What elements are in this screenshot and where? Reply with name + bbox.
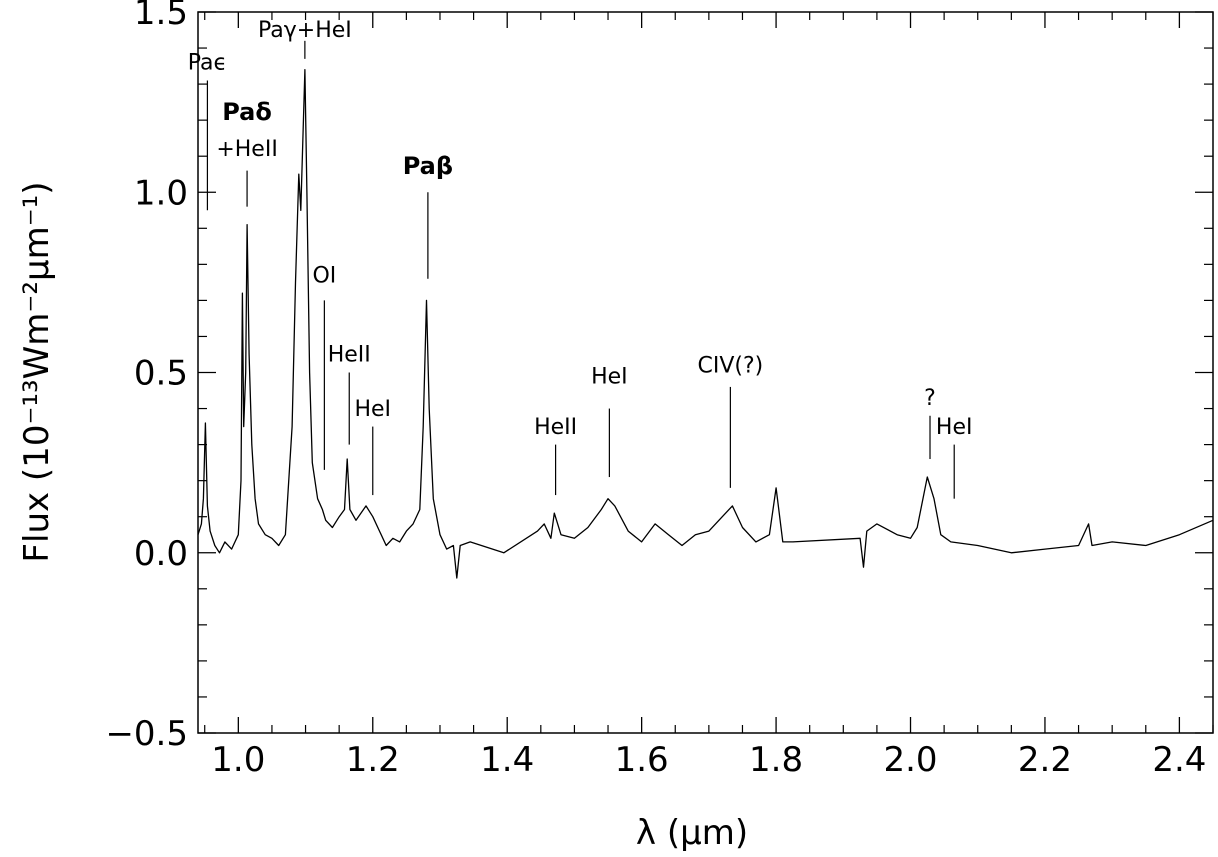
y-tick-label: 0.5 — [134, 354, 188, 394]
x-tick-label: 1.2 — [346, 740, 400, 780]
line-id-label: Paδ — [222, 98, 272, 126]
x-tick-label: 2.2 — [1018, 740, 1072, 780]
x-tick-label: 1.4 — [480, 740, 534, 780]
line-id-label: Paγ+HeI — [258, 18, 352, 43]
x-tick-label: 2.0 — [883, 740, 937, 780]
line-id-label: HeI — [354, 397, 391, 422]
axis-tick-labels: 1.0 1.2 1.4 1.6 1.8 2.0 2.2 2.4 −0.5 0.0 0.5 1.0 1.5 — [105, 0, 1206, 780]
line-id-label: +HeII — [216, 137, 278, 162]
line-id-label: Paϵ — [188, 51, 227, 76]
series-layer — [197, 69, 1214, 579]
line-id-label: Paβ — [403, 152, 453, 180]
y-tick-label: 0.0 — [134, 534, 188, 574]
line-id-label: HeII — [534, 415, 577, 440]
x-tick-label: 2.4 — [1152, 740, 1206, 780]
x-tick-label: 1.0 — [211, 740, 265, 780]
y-tick-label: 1.5 — [134, 0, 188, 33]
y-tick-label: 1.0 — [134, 173, 188, 213]
line-id-label: HeI — [591, 364, 628, 389]
line-id-label: ? — [924, 386, 936, 411]
x-axis-title: λ (μm) — [636, 813, 748, 853]
line-id-label: HeI — [936, 415, 973, 440]
x-tick-label: 1.6 — [615, 740, 669, 780]
axis-ticks — [198, 11, 1214, 734]
line-id-label: CIV(?) — [697, 354, 763, 379]
x-tick-label: 1.8 — [749, 740, 803, 780]
annotation-layer: Paϵ Paδ +HeII Paγ+HeI OI HeII HeI Paβ HeII HeI CIV… — [188, 18, 973, 499]
line-id-label: HeII — [328, 343, 371, 368]
y-tick-label: −0.5 — [105, 714, 188, 754]
line-id-label: OI — [312, 263, 336, 288]
spectrum-line — [197, 69, 1214, 579]
y-axis-title: Flux (10⁻¹³Wm⁻²μm⁻¹) — [17, 181, 57, 562]
